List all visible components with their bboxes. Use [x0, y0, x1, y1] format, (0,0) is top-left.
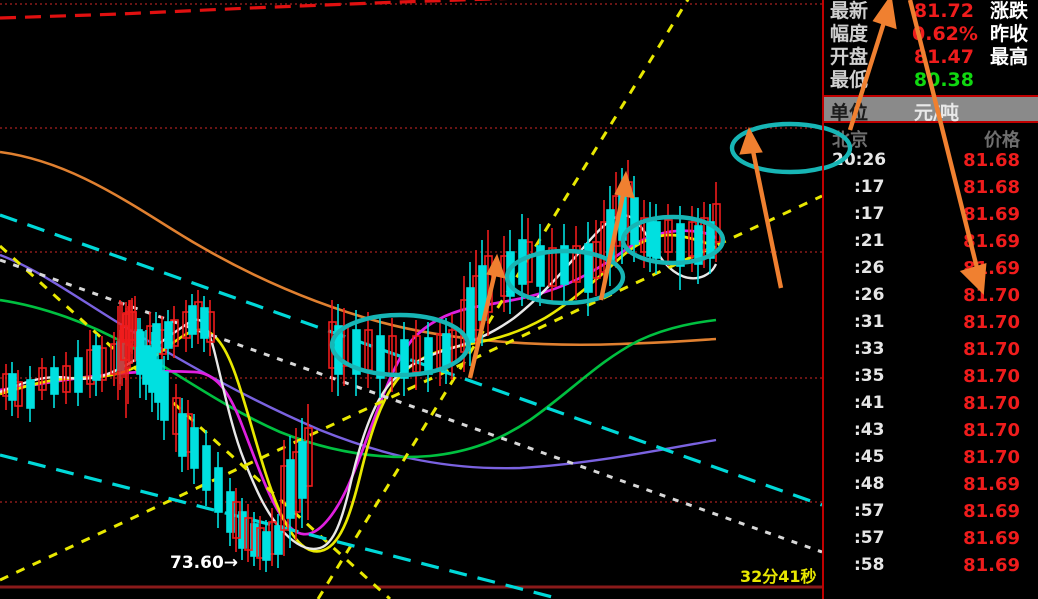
tick-row[interactable]: :17 81.68 — [824, 177, 1038, 204]
tick-time: :41 — [854, 393, 885, 413]
annotation-arrows — [467, 126, 784, 379]
unit-label: 单位 — [830, 102, 869, 124]
quote-label-secondary: 最高 — [990, 46, 1029, 68]
unit-row: 单位 元/吨 — [824, 95, 1038, 124]
ma-yellow-line — [0, 233, 717, 553]
tick-row[interactable]: :26 81.70 — [824, 285, 1038, 312]
quote-label: 最新 — [830, 0, 869, 22]
tick-price: 81.70 — [963, 393, 1020, 414]
quote-row: 最新 81.72 涨跌 — [824, 0, 1038, 23]
quote-value: 81.47 — [913, 46, 974, 68]
tick-time: :45 — [854, 447, 885, 467]
candlestick-chart[interactable]: 73.60→ 32分41秒 — [0, 0, 822, 599]
grid-lines — [0, 3, 822, 503]
tick-price: 81.69 — [963, 231, 1020, 252]
consolidation-ellipse-3 — [620, 214, 726, 266]
tick-price: 81.69 — [963, 555, 1020, 576]
tick-header-price: 价格 — [984, 130, 1020, 151]
unit-value: 元/吨 — [914, 102, 959, 124]
quote-label: 开盘 — [830, 46, 869, 68]
tick-row[interactable]: :31 81.70 — [824, 312, 1038, 339]
trendline-cyan-dashed-falling-1 — [0, 213, 822, 507]
tick-row[interactable]: :35 81.70 — [824, 366, 1038, 393]
tick-row[interactable]: :58 81.69 — [824, 555, 1038, 582]
tick-price: 81.69 — [963, 258, 1020, 279]
trendline-white-dotted-falling — [0, 258, 822, 554]
tick-row[interactable]: :17 81.69 — [824, 204, 1038, 231]
tick-row[interactable]: :48 81.69 — [824, 474, 1038, 501]
tick-table-header: 北京 价格 — [824, 126, 1038, 151]
tick-time: 20:26 — [832, 150, 887, 170]
tick-price: 81.70 — [963, 447, 1020, 468]
tick-row[interactable]: :57 81.69 — [824, 501, 1038, 528]
consolidation-ellipse-2 — [504, 248, 626, 306]
quote-value: 80.38 — [913, 69, 974, 91]
tick-row[interactable]: :26 81.69 — [824, 258, 1038, 285]
tick-header-city: 北京 — [832, 130, 868, 151]
quote-row: 幅度 0.62% 昨收 — [824, 23, 1038, 46]
tick-row[interactable]: :21 81.69 — [824, 231, 1038, 258]
tick-time: :48 — [854, 474, 885, 494]
tick-price: 81.68 — [963, 177, 1020, 198]
quote-value: 81.72 — [913, 0, 974, 22]
tick-row[interactable]: :41 81.70 — [824, 393, 1038, 420]
tick-price: 81.70 — [963, 312, 1020, 333]
tick-time: :58 — [854, 555, 885, 575]
chart-canvas — [0, 0, 822, 599]
tick-price: 81.70 — [963, 366, 1020, 387]
tick-price: 81.70 — [963, 339, 1020, 360]
breakout-arrow-1 — [467, 253, 506, 379]
tick-time: :57 — [854, 528, 885, 548]
candlestick-series — [2, 160, 721, 572]
tick-price: 81.69 — [963, 474, 1020, 495]
tick-time: :26 — [854, 285, 885, 305]
tick-price: 81.69 — [963, 204, 1020, 225]
consolidation-ellipse-1 — [329, 312, 471, 378]
tick-price: 81.68 — [963, 150, 1020, 171]
tick-price: 81.70 — [963, 285, 1020, 306]
low-price-label: 73.60→ — [170, 553, 239, 573]
tick-time: :57 — [854, 501, 885, 521]
ma-purple-line — [0, 253, 717, 470]
trendline-cyan-dashed-falling-2 — [0, 453, 561, 599]
quote-value: 0.62% — [912, 23, 978, 45]
quote-label: 幅度 — [830, 23, 869, 45]
quote-label-secondary: 涨跌 — [990, 0, 1029, 22]
tick-list[interactable]: 20:26 81.68 :17 81.68 :17 81.69 :21 81.69 :26 81.… — [824, 150, 1038, 599]
quote-panel: 最新 81.72 涨跌幅度 0.62% 昨收开盘 81.47 最高最低 80.38 单位 元/… — [822, 0, 1038, 599]
tick-time: :43 — [854, 420, 885, 440]
quote-label-secondary: 昨收 — [990, 23, 1029, 45]
tick-time: :31 — [854, 312, 885, 332]
trendline-yellow-dotted-rising-2 — [0, 194, 822, 582]
tick-row[interactable]: :57 81.69 — [824, 528, 1038, 555]
tick-price: 81.70 — [963, 420, 1020, 441]
tick-time: :17 — [854, 177, 885, 197]
quote-summary: 最新 81.72 涨跌幅度 0.62% 昨收开盘 81.47 最高最低 80.38 — [824, 0, 1038, 93]
quote-row: 开盘 81.47 最高 — [824, 46, 1038, 69]
tick-price: 81.69 — [963, 528, 1020, 549]
tick-time: :26 — [854, 258, 885, 278]
empty-ellipse-4 — [729, 121, 822, 175]
tick-time: :33 — [854, 339, 885, 359]
tick-row[interactable]: :33 81.70 — [824, 339, 1038, 366]
tick-time: :35 — [854, 366, 885, 386]
quote-row: 最低 80.38 — [824, 69, 1038, 92]
quote-label: 最低 — [830, 69, 869, 91]
tick-price: 81.69 — [963, 501, 1020, 522]
tick-row[interactable]: :45 81.70 — [824, 447, 1038, 474]
breakout-arrow-2 — [598, 170, 635, 301]
countdown-timer: 32分41秒 — [740, 567, 817, 586]
trendline-red-dashed — [0, 0, 509, 20]
tick-row[interactable]: :43 81.70 — [824, 420, 1038, 447]
tick-time: :17 — [854, 204, 885, 224]
pointer-arrow-to-quote — [739, 126, 784, 289]
tick-time: :21 — [854, 231, 885, 251]
tick-row[interactable]: 20:26 81.68 — [824, 150, 1038, 177]
annotation-ellipses — [329, 121, 822, 378]
